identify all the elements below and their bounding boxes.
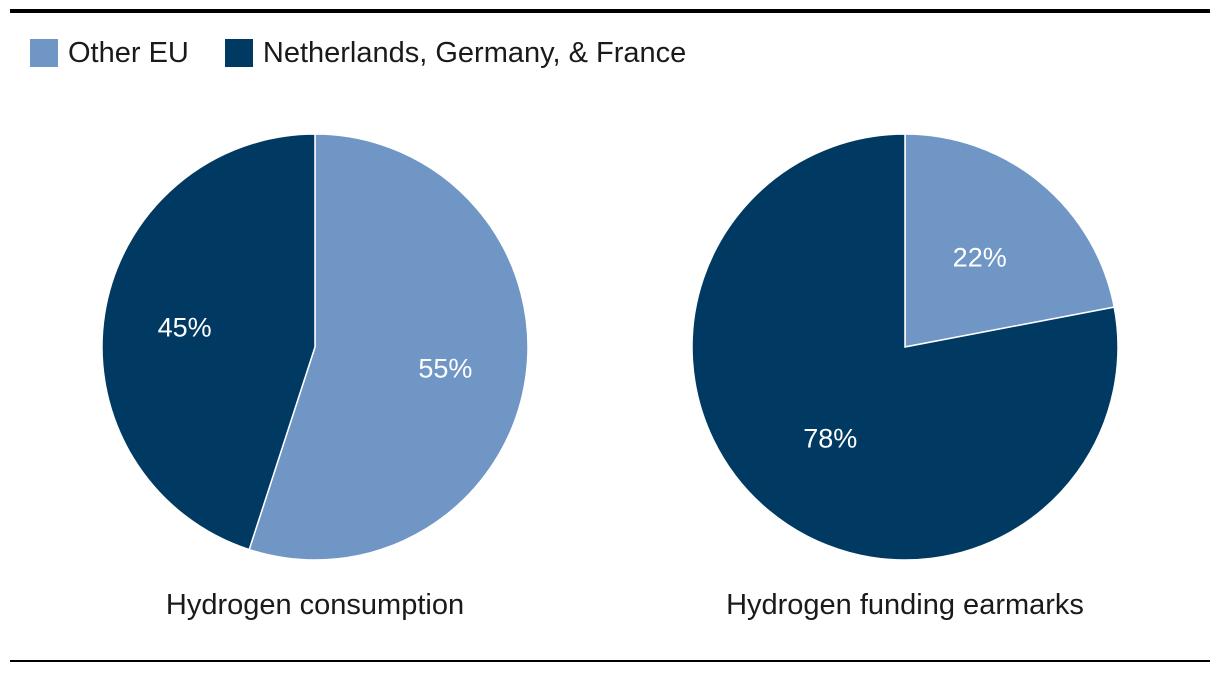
legend-label-nl-de-fr: Netherlands, Germany, & France bbox=[262, 36, 687, 69]
legend: Other EU Netherlands, Germany, & France bbox=[30, 36, 722, 70]
legend-swatch-other-eu bbox=[30, 39, 58, 67]
chart-title-hydrogen-consumption: Hydrogen consumption bbox=[166, 589, 464, 621]
pie-slice-hydrogen-consumption-1 bbox=[101, 133, 316, 551]
pie-slice-hydrogen-funding-earmarks-1 bbox=[691, 133, 1119, 561]
slice-label-hydrogen-funding-earmarks-1: 78% bbox=[803, 423, 857, 453]
pie-slice-hydrogen-consumption-0 bbox=[248, 133, 529, 561]
legend-item-other-eu: Other EU bbox=[30, 37, 189, 70]
slice-label-hydrogen-consumption-0: 55% bbox=[418, 354, 472, 384]
slice-label-hydrogen-funding-earmarks-0: 22% bbox=[953, 243, 1007, 273]
legend-swatch-nl-de-fr bbox=[224, 39, 253, 67]
legend-label-other-eu: Other EU bbox=[68, 36, 189, 69]
pie-slice-hydrogen-funding-earmarks-0 bbox=[904, 133, 1116, 348]
bottom-rule bbox=[10, 660, 1210, 662]
legend-item-nl-de-fr: Netherlands, Germany, & France bbox=[224, 36, 687, 70]
top-rule bbox=[10, 9, 1210, 13]
chart-title-hydrogen-funding-earmarks: Hydrogen funding earmarks bbox=[726, 589, 1084, 621]
slice-label-hydrogen-consumption-1: 45% bbox=[158, 312, 212, 342]
